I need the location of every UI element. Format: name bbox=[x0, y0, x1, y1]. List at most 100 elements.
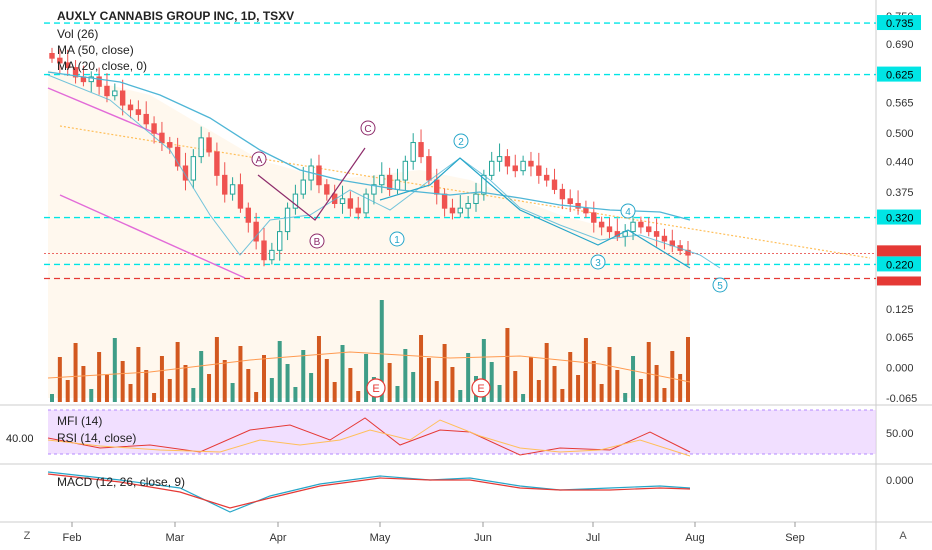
candle-body bbox=[606, 226, 613, 233]
volume-bar bbox=[364, 354, 369, 402]
candle-body bbox=[685, 249, 691, 256]
wave-label-circle bbox=[389, 231, 405, 247]
wave-label-circle bbox=[360, 120, 376, 136]
candle-body bbox=[394, 179, 401, 190]
wave-label-3: 3 bbox=[595, 258, 601, 269]
candle-body bbox=[567, 198, 573, 204]
volume-bar bbox=[536, 380, 541, 402]
macd-signal-line bbox=[47, 473, 691, 509]
candle-body bbox=[371, 184, 377, 195]
candle-body bbox=[504, 156, 511, 167]
candle-body bbox=[355, 207, 361, 214]
time-label-aug: Aug bbox=[685, 532, 705, 544]
candle-body bbox=[418, 142, 424, 158]
price-tag-highlight bbox=[877, 66, 921, 82]
volume-bar bbox=[678, 374, 683, 402]
candle-body bbox=[49, 52, 55, 59]
volume-legend[interactable]: Vol (26) bbox=[57, 27, 99, 41]
candle-body bbox=[379, 174, 385, 186]
candle-body bbox=[57, 57, 63, 64]
candle-body bbox=[151, 123, 157, 134]
candle-body bbox=[661, 235, 668, 242]
volume-bar bbox=[316, 336, 321, 402]
volume-bar bbox=[356, 391, 361, 402]
volume-bar bbox=[152, 393, 157, 402]
candle-body bbox=[520, 160, 526, 172]
volume-bar bbox=[285, 364, 290, 402]
candle-body bbox=[512, 165, 518, 172]
volume-bar bbox=[607, 347, 612, 402]
candle-body bbox=[386, 174, 393, 190]
volume-bar bbox=[458, 390, 463, 402]
volume-bar bbox=[552, 366, 557, 402]
candle-body bbox=[269, 249, 275, 261]
candle-body bbox=[96, 76, 102, 87]
candle-body bbox=[292, 193, 299, 209]
auto-scale-z-button[interactable]: Z bbox=[23, 530, 31, 542]
wave-label-circle bbox=[453, 133, 469, 149]
candle-body bbox=[653, 231, 660, 237]
volume-bar bbox=[167, 379, 172, 402]
price-tag-highlight bbox=[877, 256, 921, 272]
candle-body bbox=[646, 226, 652, 233]
mfi-legend[interactable]: MFI (14) bbox=[57, 414, 103, 428]
candle-body bbox=[261, 240, 267, 261]
candle-body bbox=[284, 207, 291, 233]
wave-abc-path bbox=[257, 147, 366, 221]
volume-bar bbox=[513, 371, 518, 402]
candle-body bbox=[598, 221, 605, 228]
volume-bar bbox=[340, 345, 345, 402]
candle-body bbox=[347, 198, 354, 209]
candle-body bbox=[591, 212, 597, 223]
volume-bar bbox=[57, 357, 62, 402]
volume-bar bbox=[686, 337, 690, 402]
volume-bar bbox=[230, 383, 235, 402]
macd-tick: 0.000 bbox=[886, 475, 914, 487]
last-price-tag bbox=[877, 245, 921, 257]
red-level-tag bbox=[877, 276, 921, 286]
volume-bar bbox=[521, 394, 526, 402]
volume-bar bbox=[324, 359, 329, 402]
ma50-legend[interactable]: MA (50, close) bbox=[57, 43, 134, 57]
candle-body bbox=[190, 156, 197, 181]
volume-bar bbox=[654, 365, 659, 402]
volume-ma bbox=[47, 351, 691, 383]
candle-body bbox=[222, 174, 228, 195]
price-tick: 0.565 bbox=[886, 98, 914, 110]
volume-bar bbox=[144, 370, 149, 402]
candle-body bbox=[104, 85, 110, 97]
wave-label-1: 1 bbox=[394, 235, 400, 246]
candle-body bbox=[143, 113, 149, 125]
rsi-line bbox=[47, 419, 691, 457]
candle-body bbox=[441, 193, 448, 209]
ma20-legend[interactable]: MA (20, close, 0) bbox=[57, 59, 148, 73]
time-label-jul: Jul bbox=[586, 532, 600, 544]
time-label-may: May bbox=[370, 532, 391, 544]
earnings-label: E bbox=[477, 383, 484, 395]
candle-body bbox=[465, 202, 471, 209]
volume-bar bbox=[254, 392, 259, 402]
candle-body bbox=[72, 67, 79, 78]
volume-bar bbox=[662, 388, 667, 402]
volume-bar bbox=[269, 378, 274, 402]
macd-legend[interactable]: MACD (12, 26, close, 9) bbox=[57, 475, 186, 489]
volume-bar bbox=[50, 394, 54, 402]
rsi-legend[interactable]: RSI (14, close) bbox=[57, 431, 137, 445]
symbol-title[interactable]: AUXLY CANNABIS GROUP INC, 1D, TSXV bbox=[57, 9, 295, 23]
volume-bar bbox=[411, 372, 416, 402]
volume-bar bbox=[191, 388, 196, 402]
wave-label-4: 4 bbox=[625, 207, 631, 218]
volume-bar bbox=[81, 366, 86, 402]
auto-scale-a-button[interactable]: A bbox=[899, 530, 907, 542]
time-label-apr: Apr bbox=[269, 532, 286, 544]
volume-bar bbox=[301, 350, 306, 402]
candle-body bbox=[167, 142, 173, 148]
volume-bar bbox=[505, 328, 510, 402]
price-tick: 0.440 bbox=[886, 156, 914, 168]
trend-line bbox=[59, 125, 871, 259]
volume-bar bbox=[277, 341, 282, 402]
volume-bar bbox=[481, 339, 486, 402]
wave-label-2: 2 bbox=[458, 137, 464, 148]
wave-label-5: 5 bbox=[717, 281, 723, 292]
